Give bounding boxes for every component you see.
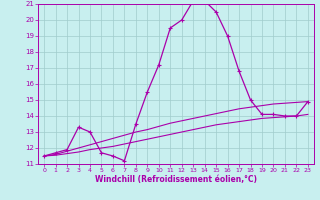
X-axis label: Windchill (Refroidissement éolien,°C): Windchill (Refroidissement éolien,°C) <box>95 175 257 184</box>
